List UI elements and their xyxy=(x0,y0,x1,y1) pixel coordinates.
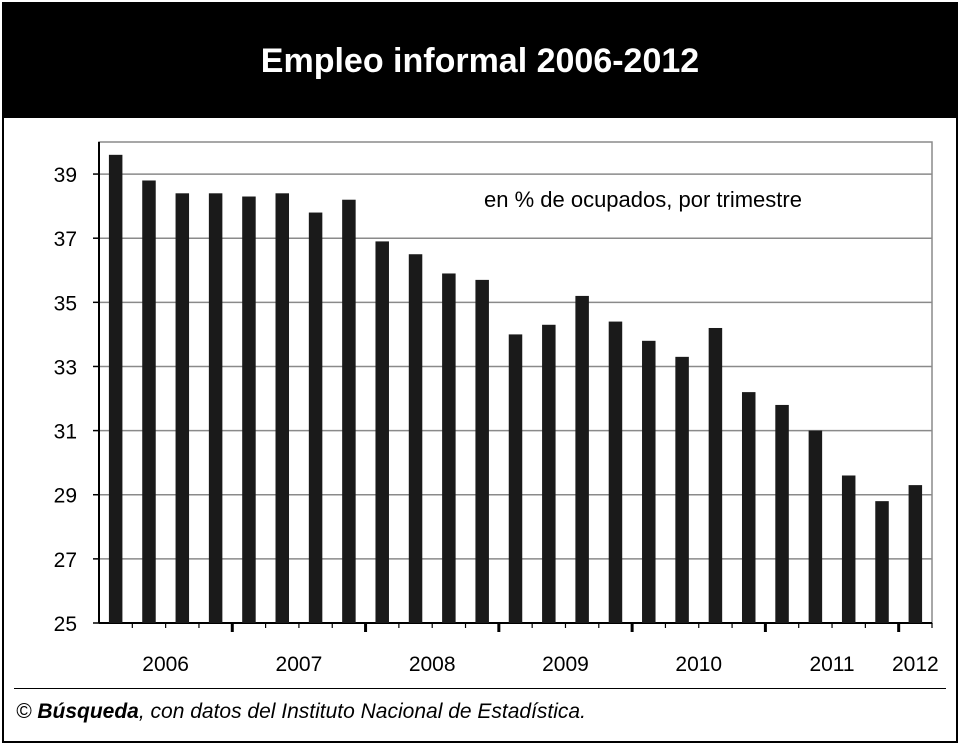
y-tick-label: 35 xyxy=(54,292,77,315)
source-brand: Búsqueda xyxy=(37,700,139,723)
bar xyxy=(142,180,156,624)
y-tick-label: 25 xyxy=(54,613,77,636)
x-tick-label: 2006 xyxy=(142,653,189,676)
bar xyxy=(608,321,623,623)
x-tick-label: 2008 xyxy=(409,653,456,676)
x-tick-label: 2007 xyxy=(276,653,323,676)
source-note: © Búsqueda, con datos del Instituto Naci… xyxy=(16,700,586,724)
chart-title: Empleo informal 2006-2012 xyxy=(4,4,956,118)
x-tick-label: 2012 xyxy=(892,653,939,676)
bar xyxy=(708,327,723,623)
bar xyxy=(275,193,290,623)
bar-chart: 25 27 29 31 33 35 37 39 2006 2007 2008 2009 2010 2011… xyxy=(54,141,939,676)
bar xyxy=(508,334,523,623)
y-tick-label: 31 xyxy=(54,421,77,444)
bar xyxy=(875,501,889,623)
bar xyxy=(475,279,489,623)
y-tick-label: 37 xyxy=(54,228,77,251)
x-tick-label: 2011 xyxy=(809,653,854,676)
y-tick-label: 33 xyxy=(54,356,77,379)
bar xyxy=(408,254,423,623)
bar xyxy=(242,196,256,623)
chart-annotation: en % de ocupados, por trimestre xyxy=(484,187,802,212)
bar xyxy=(175,193,190,623)
bar xyxy=(741,392,756,623)
bar xyxy=(841,475,856,623)
bar xyxy=(108,154,123,623)
bar xyxy=(308,212,323,623)
bar xyxy=(575,295,589,623)
copyright-symbol: © xyxy=(16,700,32,723)
bar xyxy=(442,273,456,623)
x-tick-label: 2009 xyxy=(542,653,589,676)
y-tick-label: 27 xyxy=(54,549,77,572)
source-text: , con datos del Instituto Nacional de Es… xyxy=(138,700,586,723)
bar xyxy=(342,199,356,623)
source-divider xyxy=(14,688,946,689)
x-tick-label: 2010 xyxy=(675,653,722,676)
y-tick-label: 29 xyxy=(54,485,77,508)
bar xyxy=(675,356,689,623)
bar xyxy=(908,485,923,623)
bar xyxy=(775,404,789,623)
bar xyxy=(808,430,823,623)
bar xyxy=(208,193,223,623)
bar xyxy=(542,324,556,623)
bar xyxy=(642,340,656,623)
bar xyxy=(375,241,389,623)
y-tick-label: 39 xyxy=(54,164,77,187)
